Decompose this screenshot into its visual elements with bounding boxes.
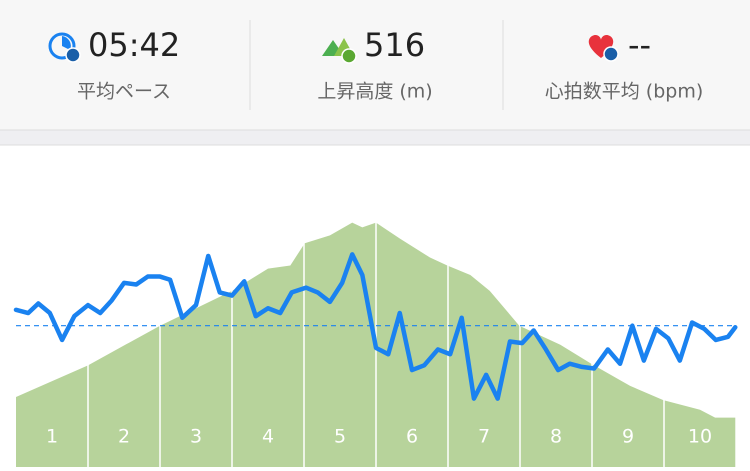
stat-label: 上昇高度 (m) <box>317 81 432 103</box>
km-label: 10 <box>688 426 712 448</box>
stat-value: 516 <box>364 26 425 64</box>
stat-label: 平均ペース <box>77 81 171 103</box>
km-label: 2 <box>118 426 130 448</box>
pace-line <box>13 252 738 401</box>
pace-icon <box>48 32 81 63</box>
stat-label: 心拍数平均 (bpm) <box>545 81 704 103</box>
km-label: 5 <box>334 426 346 448</box>
stats-panel <box>0 0 750 130</box>
stat-value: 05:42 <box>88 26 180 64</box>
stat-value: -- <box>628 26 651 64</box>
km-label: 3 <box>190 426 202 448</box>
km-label: 7 <box>478 426 490 448</box>
km-label: 4 <box>262 426 274 448</box>
heart-icon <box>588 34 619 62</box>
km-label: 1 <box>46 426 58 448</box>
km-label: 8 <box>550 426 562 448</box>
elevation-icon <box>322 38 357 64</box>
separator <box>0 130 750 145</box>
km-label: 6 <box>406 426 418 448</box>
chart: 1 2 3 4 5 6 7 8 9 10 <box>13 162 738 467</box>
km-label: 9 <box>622 426 634 448</box>
